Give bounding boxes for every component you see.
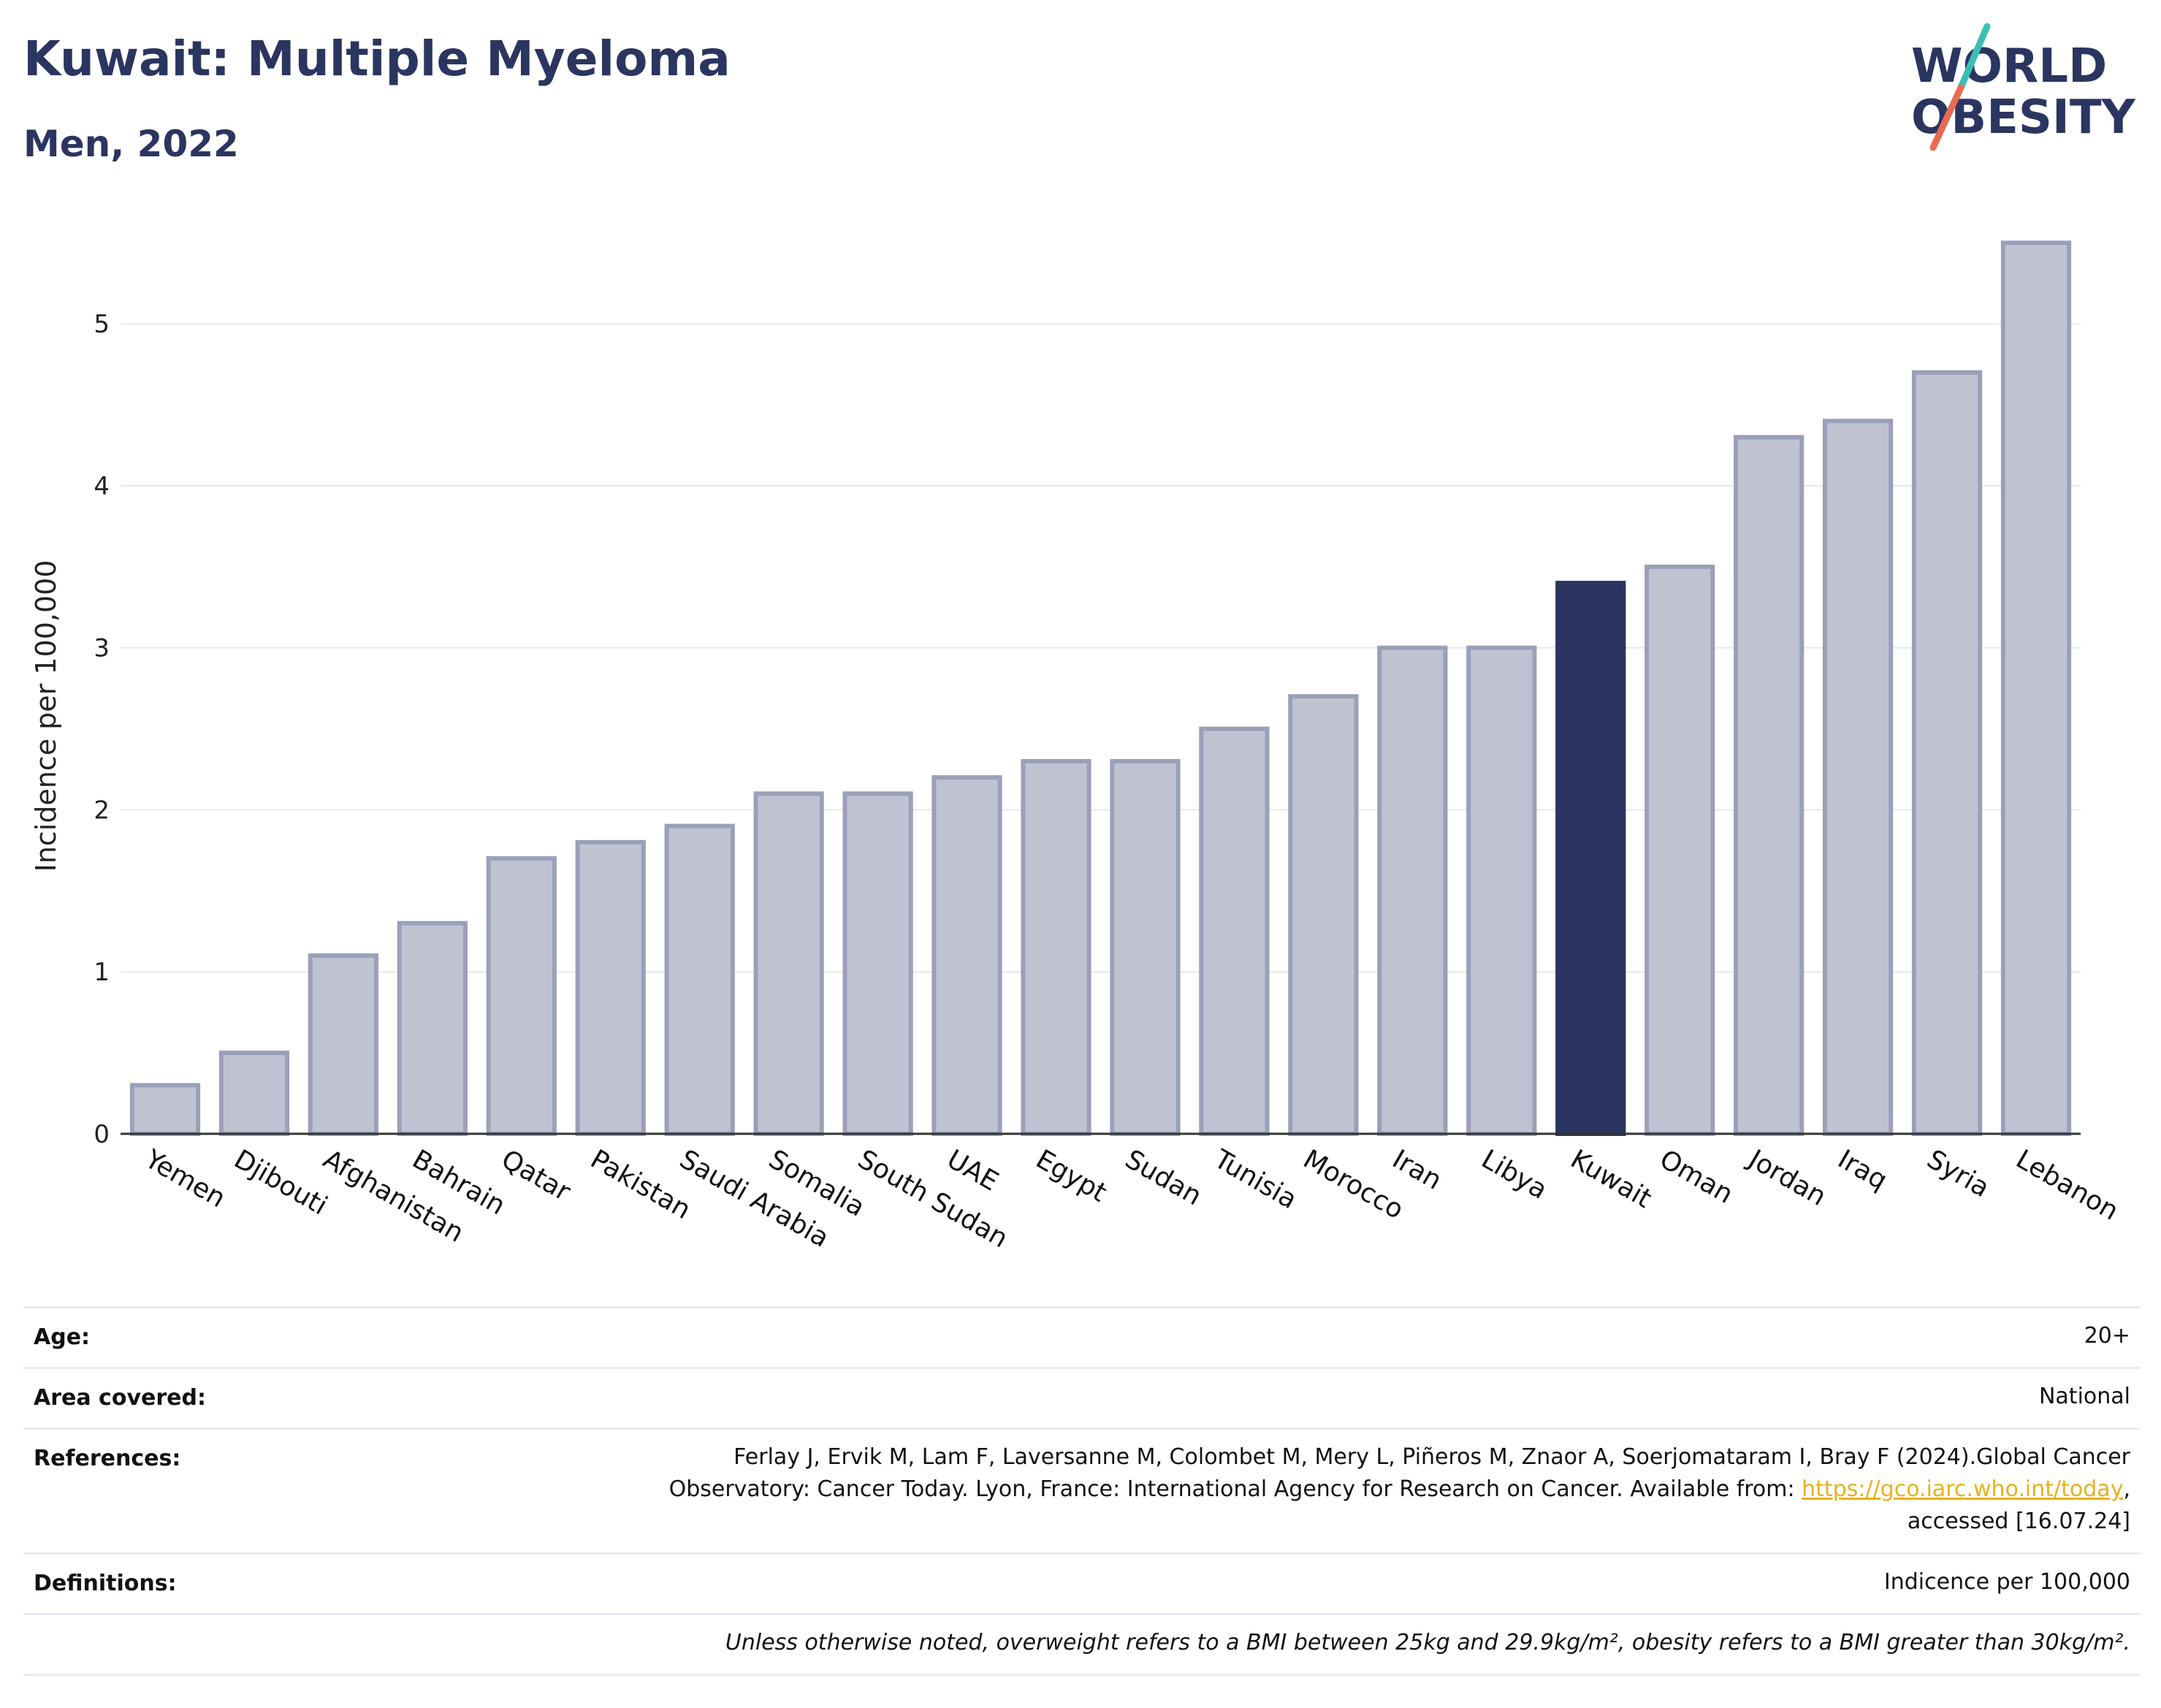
bar-lebanon — [2000, 240, 2072, 1137]
references-line1: Ferlay J, Ervik M, Lam F, Laversanne M, … — [733, 1444, 2130, 1470]
x-tick-label: UAE — [942, 1144, 1003, 1197]
references-value: Ferlay J, Ervik M, Lam F, Laversanne M, … — [669, 1441, 2130, 1538]
bar-saudi-arabia — [664, 823, 735, 1136]
definitions-label: Definitions: — [34, 1571, 177, 1596]
x-tick-label: Iraq — [1833, 1144, 1892, 1196]
bar-iran — [1377, 645, 1448, 1136]
chart-bars — [129, 240, 2072, 1137]
y-tick-label: 2 — [94, 796, 110, 825]
definitions-value: Indicence per 100,000 — [1883, 1569, 2130, 1595]
x-tick-label: Morocco — [1298, 1144, 1409, 1225]
age-label: Age: — [34, 1324, 91, 1350]
page-title: Kuwait: Multiple Myeloma — [23, 31, 731, 87]
x-tick-label: Sudan — [1120, 1144, 1207, 1211]
x-tick-label: Yemen — [140, 1144, 231, 1214]
x-tick-label: Tunisia — [1208, 1144, 1302, 1215]
y-tick-label: 3 — [94, 634, 110, 663]
bar-morocco — [1288, 694, 1359, 1136]
bar-uae — [931, 775, 1002, 1137]
x-tick-label: Libya — [1476, 1144, 1552, 1205]
bar-pakistan — [575, 839, 646, 1137]
bar-djibouti — [218, 1051, 290, 1136]
bar-oman — [1644, 564, 1715, 1136]
logo-line1: WORLD — [1911, 39, 2107, 94]
references-label: References: — [34, 1446, 181, 1471]
bar-somalia — [753, 791, 824, 1136]
y-tick-label: 1 — [94, 958, 110, 987]
x-tick-label: Egypt — [1031, 1144, 1111, 1208]
bar-qatar — [486, 856, 557, 1137]
info-row-definitions: Definitions: Indicence per 100,000 — [23, 1552, 2141, 1613]
x-tick-label: Saudi Arabia — [674, 1144, 834, 1254]
bar-jordan — [1734, 435, 1804, 1136]
references-line3: accessed [16.07.24] — [1907, 1509, 2130, 1534]
y-tick-label: 5 — [94, 310, 110, 339]
info-row-note: Unless otherwise noted, overweight refer… — [23, 1613, 2141, 1676]
x-tick-label: Oman — [1655, 1144, 1738, 1210]
bar-yemen — [129, 1083, 201, 1136]
bar-sudan — [1110, 758, 1181, 1137]
age-value: 20+ — [2084, 1323, 2130, 1349]
info-row-references: References: Ferlay J, Ervik M, Lam F, La… — [23, 1427, 2141, 1552]
info-row-area: Area covered: National — [23, 1367, 2141, 1427]
x-tick-label: South Sudan — [853, 1144, 1013, 1254]
bar-libya — [1466, 645, 1537, 1136]
bar-bahrain — [397, 920, 468, 1136]
x-tick-label: Lebanon — [2011, 1144, 2124, 1227]
info-row-age: Age: 20+ — [23, 1306, 2141, 1367]
y-tick-labels: 0 1 2 3 4 5 — [94, 310, 110, 1149]
bar-kuwait — [1555, 581, 1626, 1136]
bmi-note: Unless otherwise noted, overweight refer… — [725, 1630, 2130, 1655]
bar-syria — [1911, 370, 1983, 1136]
world-obesity-logo: WORLD OBESITY — [1911, 23, 2135, 151]
references-line2-post: , — [2123, 1476, 2130, 1502]
x-tick-label: Pakistan — [585, 1144, 695, 1225]
area-value: National — [2038, 1384, 2130, 1409]
y-axis-label: Incidence per 100,000 — [30, 560, 62, 872]
y-tick-label: 4 — [94, 472, 110, 501]
page-subtitle: Men, 2022 — [23, 123, 239, 165]
x-tick-label: Jordan — [1742, 1143, 1831, 1212]
bar-south-sudan — [842, 791, 913, 1136]
logo-slash-bottom — [1929, 84, 1964, 151]
bar-tunisia — [1199, 726, 1270, 1136]
area-label: Area covered: — [34, 1385, 206, 1411]
x-tick-label: Iran — [1387, 1144, 1447, 1196]
x-tick-label: Djibouti — [229, 1144, 332, 1221]
x-tick-label: Syria — [1922, 1144, 1994, 1203]
references-line2-pre: Observatory: Cancer Today. Lyon, France:… — [668, 1476, 1802, 1502]
x-tick-label: Kuwait — [1566, 1144, 1657, 1214]
bar-egypt — [1021, 758, 1091, 1137]
bar-chart: 0 1 2 3 4 5 YemenDjiboutiAfghanistanBahrainQa… — [30, 240, 2124, 1254]
y-tick-label: 0 — [94, 1120, 110, 1149]
references-link[interactable]: https://gco.iarc.who.int/today — [1802, 1476, 2124, 1502]
bar-iraq — [1822, 419, 1894, 1136]
info-table: Age: 20+ Area covered: National Referenc… — [23, 1306, 2141, 1676]
logo-slash-top — [1957, 23, 1991, 91]
bar-afghanistan — [308, 953, 379, 1137]
